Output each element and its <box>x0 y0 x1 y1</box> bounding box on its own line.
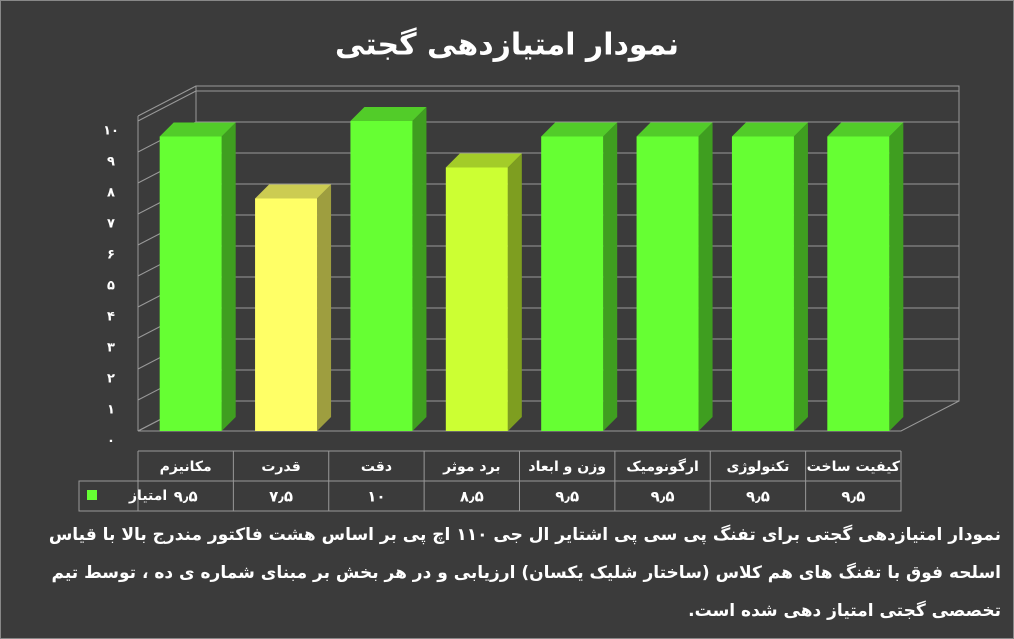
value-label: ۹٫۵ <box>841 488 865 506</box>
bar <box>255 198 318 431</box>
x-tick-label: ارگونومیک <box>626 458 699 475</box>
chart: نمودار امتیازدهی گجتی ۰ ۱ ۲ ۳ ۴ ۵ ۶ ۷ ۸ ۹ ۱۰ امتیاز… <box>78 27 960 512</box>
side-wall-edge <box>137 85 197 117</box>
bar-side <box>698 122 713 431</box>
bar-side <box>317 184 332 431</box>
table-border <box>78 480 902 512</box>
bar <box>350 121 413 431</box>
x-tick-label: مکانیزم <box>160 459 212 475</box>
bar-top <box>827 122 904 137</box>
value-label: ۹٫۵ <box>651 488 675 506</box>
chart-title: نمودار امتیازدهی گجتی <box>335 27 679 63</box>
legend-swatch <box>87 490 97 500</box>
bar <box>731 136 794 431</box>
bar <box>445 167 508 431</box>
footnote: نمودار امتیازدهی گجتی برای تفنگ پی سی پی… <box>48 525 1001 621</box>
bar-side <box>507 153 522 431</box>
bar-top <box>159 122 236 137</box>
x-tick-label: قدرت <box>261 459 300 475</box>
value-label: ۹٫۵ <box>555 488 579 506</box>
bar-top <box>636 122 713 137</box>
y-tick-label: ۱ <box>107 403 115 418</box>
bar-side <box>221 122 236 431</box>
y-tick-label: ۴ <box>107 310 115 325</box>
x-tick-label: دقت <box>361 459 392 475</box>
x-tick-label: تکنولوژی <box>727 459 790 475</box>
bar <box>636 136 699 431</box>
value-label: ۹٫۵ <box>746 488 770 506</box>
y-tick-label: ۵ <box>107 279 115 294</box>
y-tick-label: ۳ <box>107 341 115 356</box>
x-tick-label: برد موثر <box>442 459 500 475</box>
y-tick-label: ۹ <box>107 155 115 170</box>
value-label: ۷٫۵ <box>269 488 293 506</box>
y-tick-label: ۶ <box>107 248 115 263</box>
grid-line <box>137 90 197 122</box>
y-tick-label: ۸ <box>107 186 115 201</box>
bar <box>827 136 890 431</box>
bar-top <box>541 122 618 137</box>
bar-side <box>603 122 618 431</box>
value-label: ۱۰ <box>367 488 385 506</box>
y-tick-label: ۰ <box>107 434 115 449</box>
value-label: ۸٫۵ <box>460 488 484 506</box>
bar-side <box>793 122 808 431</box>
bar-side <box>889 122 904 431</box>
bar-side <box>412 107 427 431</box>
bar-top <box>350 107 427 121</box>
x-tick-label: وزن و ابعاد <box>528 459 606 475</box>
bar <box>541 136 604 431</box>
bar-top <box>445 153 522 168</box>
x-tick-label: کیفیت ساخت <box>807 459 901 475</box>
bar-top <box>731 122 808 137</box>
y-tick-label: ۲ <box>107 372 115 387</box>
bar <box>159 136 222 431</box>
legend-label: امتیاز <box>128 488 167 504</box>
bar-top <box>255 184 332 199</box>
value-label: ۹٫۵ <box>174 488 198 506</box>
y-tick-label: ۱۰ <box>103 124 119 139</box>
y-tick-label: ۷ <box>107 217 115 232</box>
